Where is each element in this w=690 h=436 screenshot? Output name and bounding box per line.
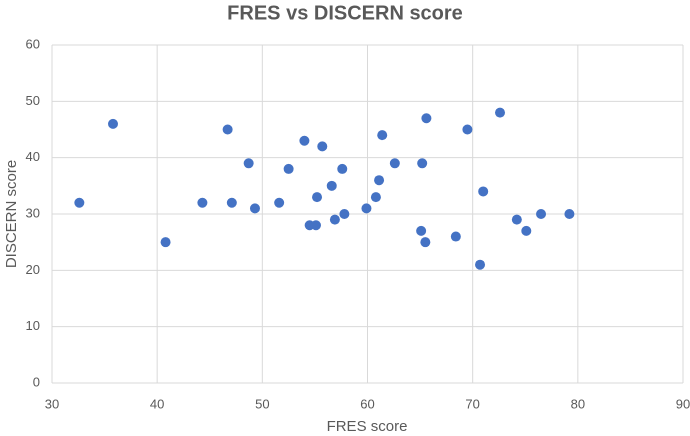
point xyxy=(536,209,547,219)
point xyxy=(511,214,522,225)
point xyxy=(478,186,489,197)
point xyxy=(564,209,575,219)
point xyxy=(312,192,323,203)
point xyxy=(249,203,260,214)
point xyxy=(337,163,348,174)
point xyxy=(462,124,473,135)
x-tick-label: 50 xyxy=(255,396,269,411)
point xyxy=(339,209,350,219)
y-tick-label: 40 xyxy=(26,149,40,164)
x-tick-label: 80 xyxy=(571,396,585,411)
point xyxy=(326,180,337,191)
point xyxy=(361,203,372,214)
point xyxy=(389,158,400,169)
point xyxy=(243,158,254,169)
point xyxy=(160,237,171,248)
chart-title: FRES vs DISCERN score xyxy=(227,2,463,24)
y-tick-label: 20 xyxy=(26,262,40,277)
point xyxy=(310,220,321,231)
point xyxy=(226,197,237,208)
y-tick-label: 60 xyxy=(26,36,40,51)
y-axis-title: DISCERN score xyxy=(3,160,20,268)
point xyxy=(417,158,428,169)
point xyxy=(329,214,340,225)
point xyxy=(495,107,506,118)
y-tick-label: 30 xyxy=(26,205,40,220)
point xyxy=(421,113,432,124)
x-tick-label: 70 xyxy=(465,396,479,411)
point xyxy=(475,259,486,270)
point xyxy=(374,175,385,186)
point xyxy=(283,163,294,174)
point xyxy=(450,231,461,242)
x-axis-title: FRES score xyxy=(327,418,408,435)
x-tick-label: 40 xyxy=(150,396,164,411)
point xyxy=(107,118,118,129)
point xyxy=(521,225,532,236)
point xyxy=(274,197,285,208)
point xyxy=(197,197,208,208)
x-tick-label: 60 xyxy=(360,396,374,411)
point xyxy=(420,237,431,248)
point xyxy=(317,141,328,152)
point xyxy=(370,192,381,203)
y-tick-label: 10 xyxy=(26,318,40,333)
point xyxy=(416,225,427,236)
point xyxy=(377,130,388,141)
point xyxy=(74,197,85,208)
x-tick-label: 90 xyxy=(676,396,690,411)
point xyxy=(299,135,310,146)
y-tick-label: 50 xyxy=(26,93,40,108)
x-tick-label: 30 xyxy=(45,396,59,411)
y-tick-label: 0 xyxy=(33,374,40,389)
point xyxy=(222,124,233,135)
